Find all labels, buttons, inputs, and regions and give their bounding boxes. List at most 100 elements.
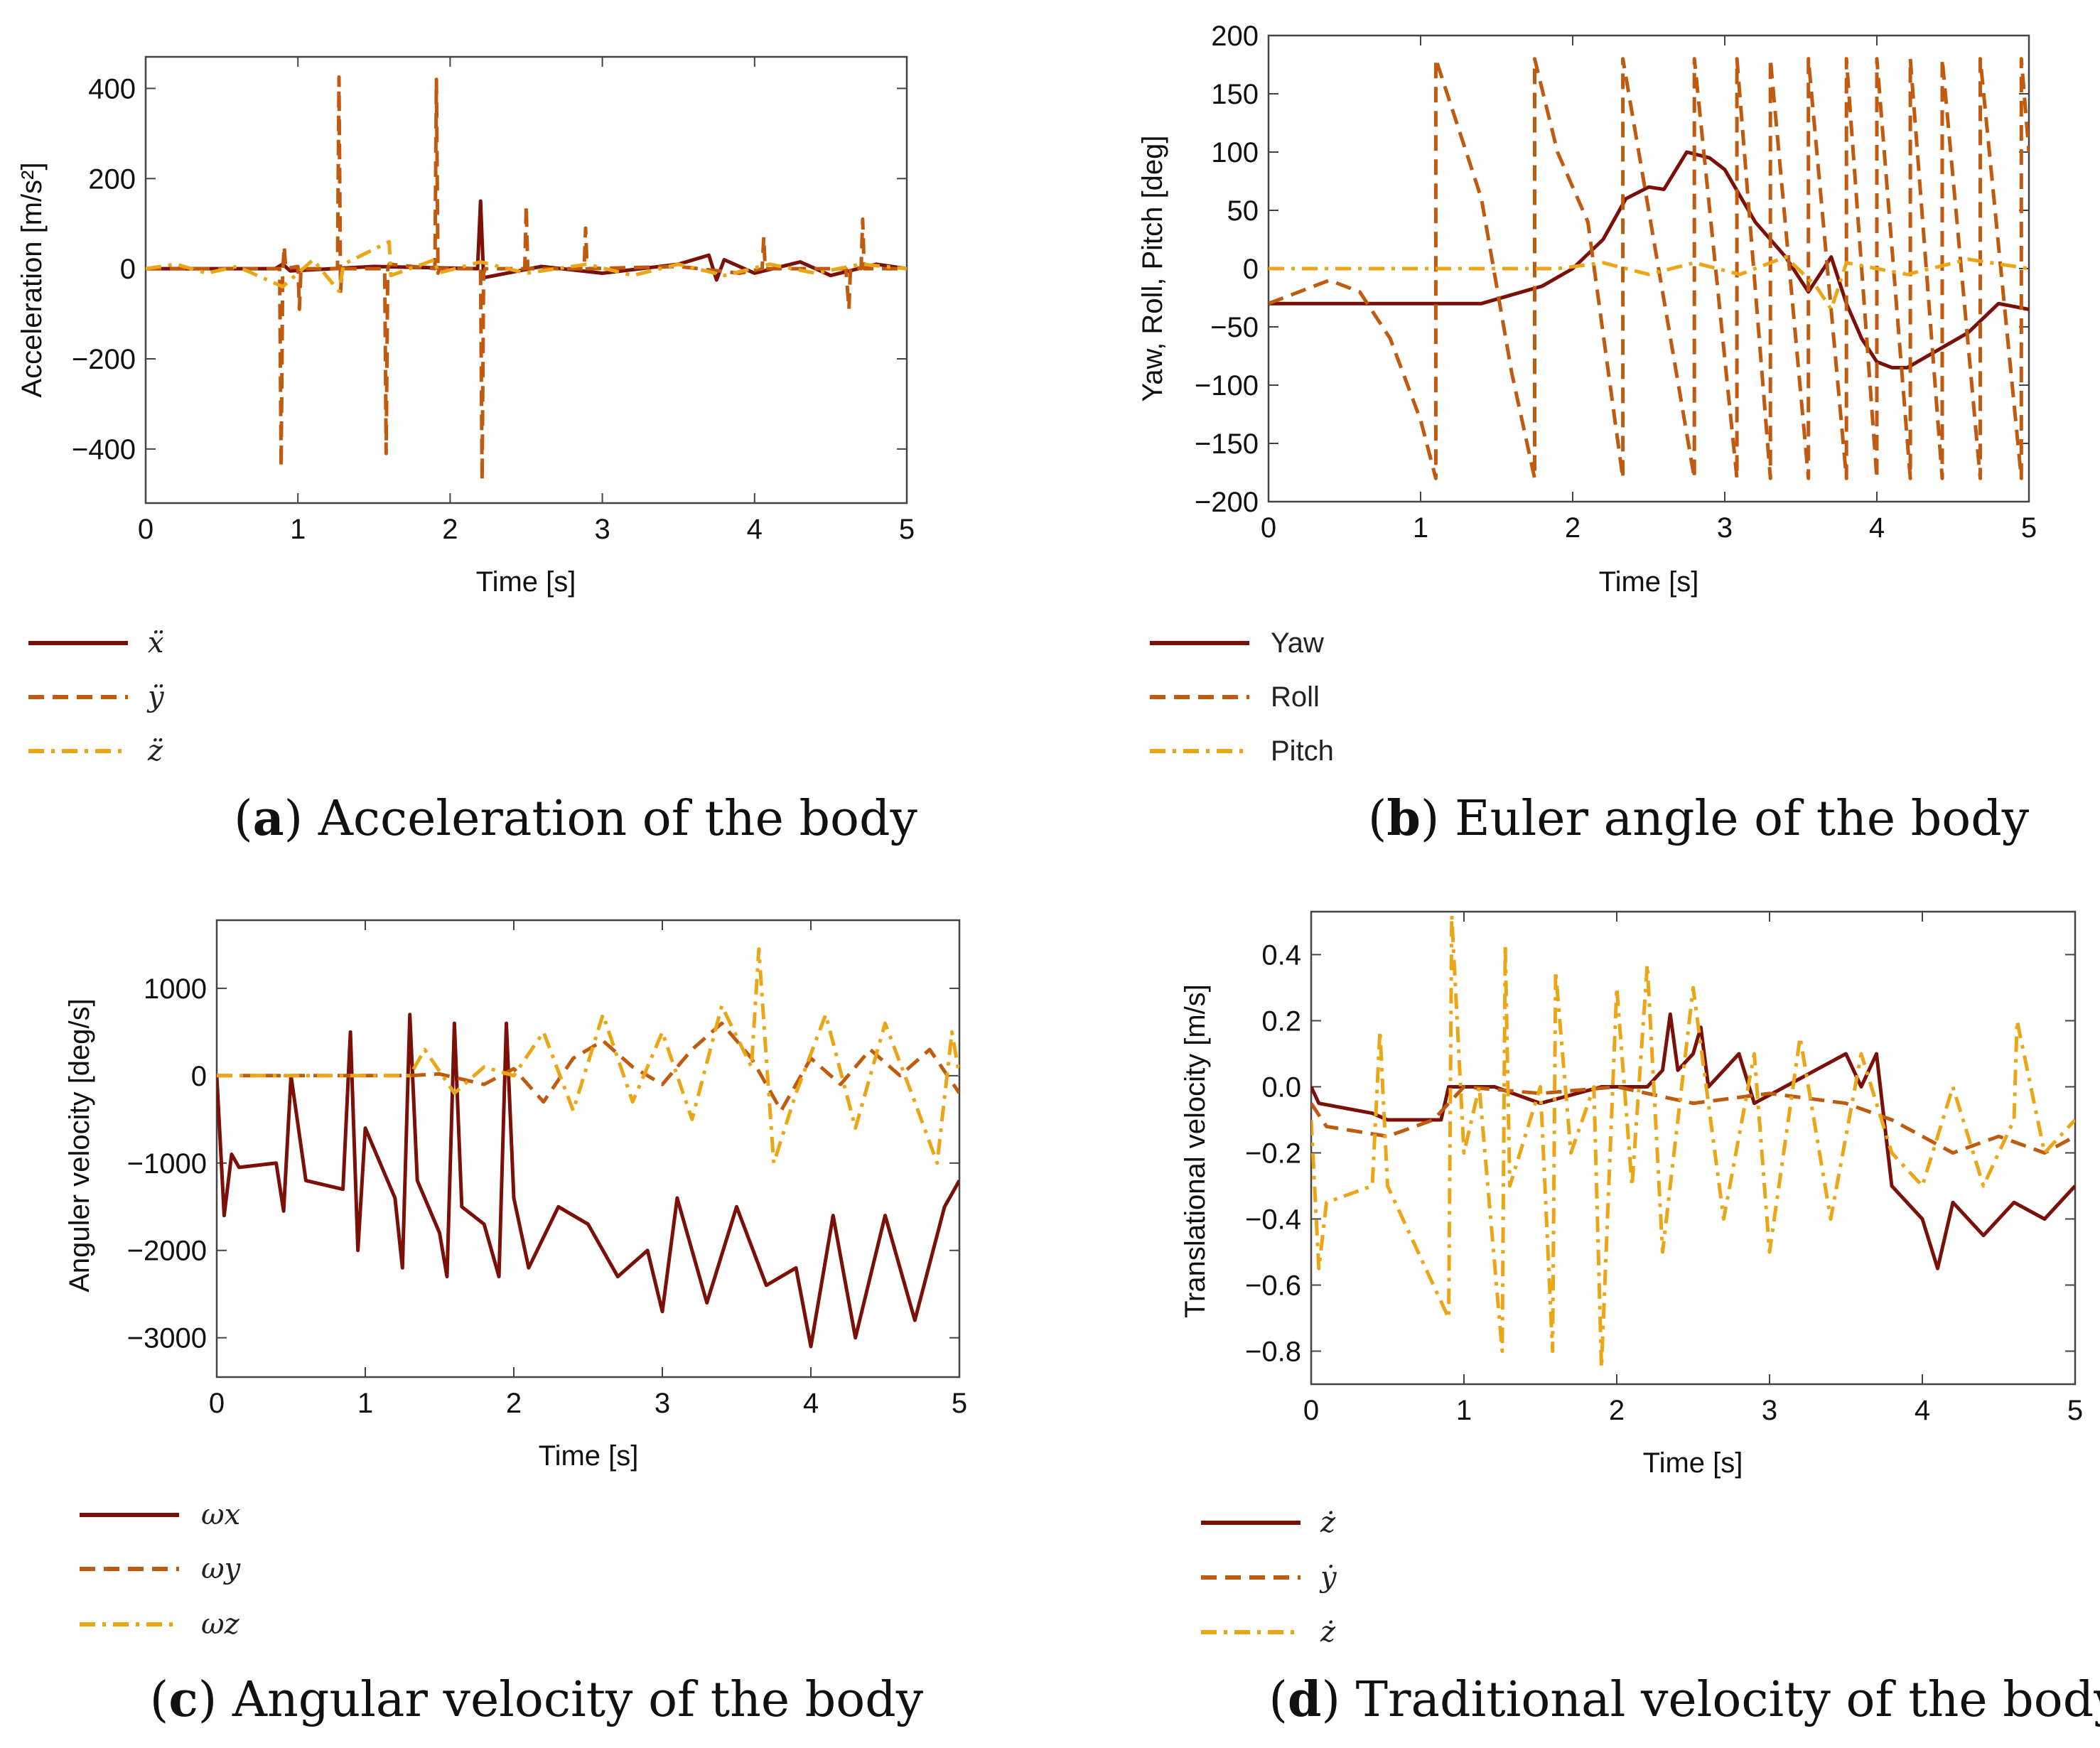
legend-label-a-0: ẍ xyxy=(148,627,164,659)
caption-d: (d) Traditional velocity of the body xyxy=(1269,1671,2100,1728)
y-tick-label-b-7: 150 xyxy=(1211,79,1259,110)
axis-ticks-c xyxy=(216,920,960,1377)
x-tick-labels-d: 0 1 2 3 4 5 xyxy=(1303,1395,2083,1426)
x-tick-label-a-3: 3 xyxy=(594,514,610,545)
panel-c: 0 1 2 3 4 5 −3000 −2000 −1000 0 1000 Time [s] Ang… xyxy=(64,919,967,1728)
axis-ticks-d xyxy=(1310,912,2076,1384)
y-tick-label-b-2: −100 xyxy=(1195,370,1259,401)
x-tick-label-b-3: 3 xyxy=(1717,512,1733,544)
y-tick-label-d-5: 0.2 xyxy=(1261,1005,1301,1037)
caption-tag-a: a xyxy=(253,790,284,847)
y-tick-label-d-3: −0.2 xyxy=(1245,1138,1301,1169)
y-axis-label-d: Translational velocity [m/s] xyxy=(1180,984,1211,1318)
y-tick-label-b-0: −200 xyxy=(1195,487,1259,518)
plot-frame-c xyxy=(215,919,961,1379)
x-tick-label-c-1: 1 xyxy=(357,1388,373,1419)
x-tick-label-a-4: 4 xyxy=(747,514,763,545)
x-tick-label-a-5: 5 xyxy=(899,514,915,545)
caption-a: (a) Acceleration of the body xyxy=(234,790,917,847)
x-axis-label-b: Time [s] xyxy=(1599,566,1699,598)
series-line-b-1 xyxy=(1269,57,2029,480)
series-line-d-2 xyxy=(1311,913,2075,1370)
series-line-c-2 xyxy=(217,947,959,1165)
x-tick-labels-a: 0 1 2 3 4 5 xyxy=(138,514,915,545)
series-line-a-1 xyxy=(146,75,907,482)
caption-title-c: Angular velocity of the body xyxy=(232,1672,924,1728)
series-line-b-0 xyxy=(1269,150,2029,369)
series-group-c xyxy=(217,947,959,1349)
caption-tag-d: d xyxy=(1288,1671,1322,1728)
x-axis-label-a: Time [s] xyxy=(476,566,576,598)
legend-label-b-1: Roll xyxy=(1271,681,1320,713)
x-tick-label-c-3: 3 xyxy=(655,1388,670,1419)
legend-c: ωx ωy ωz xyxy=(80,1499,242,1641)
x-tick-labels-c: 0 1 2 3 4 5 xyxy=(209,1388,967,1419)
x-tick-label-d-4: 4 xyxy=(1915,1395,1930,1426)
legend-label-a-2: z̈ xyxy=(147,735,163,767)
series-group-b xyxy=(1269,57,2029,480)
series-line-d-1 xyxy=(1311,1085,2075,1155)
y-tick-label-d-4: 0.0 xyxy=(1261,1072,1301,1103)
y-tick-label-c-1: −2000 xyxy=(127,1236,207,1267)
x-axis-label-d: Time [s] xyxy=(1643,1447,1743,1479)
series-line-c-1 xyxy=(217,1021,959,1113)
y-tick-label-b-6: 100 xyxy=(1211,137,1259,168)
series-group-d xyxy=(1311,913,2075,1370)
caption-title-b: Euler angle of the body xyxy=(1455,791,2030,847)
plot-frame-d xyxy=(1310,910,2077,1386)
y-tick-label-a-0: −400 xyxy=(72,434,136,465)
legend-label-a-1: ÿ xyxy=(146,681,165,713)
x-tick-label-b-5: 5 xyxy=(2021,512,2037,544)
y-tick-labels-a: −400 −200 0 200 400 xyxy=(72,73,136,465)
caption-c: (c) Angular velocity of the body xyxy=(150,1671,924,1728)
y-tick-label-b-5: 50 xyxy=(1227,195,1259,227)
y-tick-label-a-4: 400 xyxy=(88,73,136,104)
y-tick-labels-c: −3000 −2000 −1000 0 1000 xyxy=(127,973,207,1354)
x-tick-label-c-4: 4 xyxy=(803,1388,819,1419)
y-tick-label-b-4: 0 xyxy=(1243,254,1259,285)
x-tick-label-b-0: 0 xyxy=(1261,512,1276,544)
legend-label-d-2: ż xyxy=(1320,1616,1336,1649)
y-tick-label-b-3: −50 xyxy=(1210,312,1259,343)
legend-d: ż ẏ ż xyxy=(1201,1506,1337,1649)
legend-b: Yaw Roll Pitch xyxy=(1150,627,1334,767)
caption-tag-b: b xyxy=(1386,790,1421,847)
legend-label-d-1: ẏ xyxy=(1319,1561,1337,1594)
y-axis-label-b: Yaw, Roll, Pitch [deg] xyxy=(1137,136,1168,402)
x-tick-label-a-1: 1 xyxy=(290,514,306,545)
legend-label-b-0: Yaw xyxy=(1271,627,1324,659)
series-line-c-0 xyxy=(217,1013,959,1349)
y-tick-label-d-2: −0.4 xyxy=(1245,1204,1301,1235)
y-tick-label-d-1: −0.6 xyxy=(1245,1270,1301,1301)
caption-b: (b) Euler angle of the body xyxy=(1368,790,2030,847)
y-axis-label-a: Acceleration [m/s²] xyxy=(16,162,48,397)
y-tick-label-b-8: 200 xyxy=(1211,21,1259,52)
series-line-d-0 xyxy=(1311,1012,2075,1270)
y-tick-labels-b: −200 −150 −100 −50 0 50 100 150 200 xyxy=(1195,21,1259,518)
y-tick-labels-d: −0.8 −0.6 −0.4 −0.2 0.0 0.2 0.4 xyxy=(1245,939,1301,1367)
y-tick-label-b-1: −150 xyxy=(1195,428,1259,460)
y-axis-label-c: Anguler velocity [deg/s] xyxy=(64,998,95,1293)
axis-ticks-a xyxy=(145,57,908,503)
caption-tag-c: c xyxy=(168,1671,198,1728)
y-tick-label-d-6: 0.4 xyxy=(1261,939,1301,971)
panel-a: 0 1 2 3 4 5 −400 −200 0 200 400 Time [s] Accelera… xyxy=(16,55,918,847)
legend-label-c-1: ωy xyxy=(201,1553,242,1585)
x-tick-label-b-1: 1 xyxy=(1413,512,1428,544)
y-tick-label-c-3: 0 xyxy=(191,1061,207,1092)
y-tick-label-c-0: −3000 xyxy=(127,1323,207,1354)
panel-d: 0 1 2 3 4 5 −0.8 −0.6 −0.4 −0.2 0.0 0.2 0.4 Time [s… xyxy=(1180,910,2100,1728)
caption-title-d: Traditional velocity of the body xyxy=(1356,1672,2100,1728)
x-tick-label-d-0: 0 xyxy=(1303,1395,1319,1426)
x-tick-label-d-5: 5 xyxy=(2067,1395,2083,1426)
x-tick-label-c-0: 0 xyxy=(209,1388,225,1419)
x-tick-label-a-2: 2 xyxy=(442,514,458,545)
y-tick-label-c-4: 1000 xyxy=(144,973,207,1005)
x-tick-label-c-2: 2 xyxy=(506,1388,522,1419)
panel-b: 0 1 2 3 4 5 −200 −150 −100 −50 0 50 100 150 200 Time … xyxy=(1137,21,2037,847)
y-tick-label-a-1: −200 xyxy=(72,344,136,375)
x-tick-label-c-5: 5 xyxy=(952,1388,967,1419)
series-line-a-0 xyxy=(146,199,907,282)
y-tick-label-c-2: −1000 xyxy=(127,1148,207,1180)
